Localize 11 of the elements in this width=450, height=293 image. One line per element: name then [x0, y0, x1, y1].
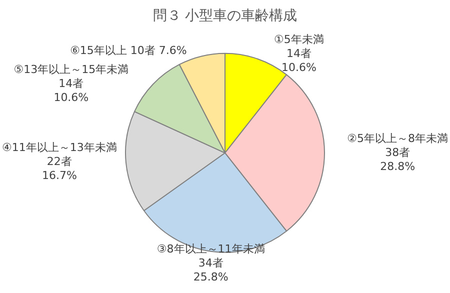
slice-label: ①5年未満: [274, 33, 324, 46]
slice-label: ④11年以上～13年未満: [2, 141, 117, 154]
chart-title: 問３ 小型車の車齢構成: [152, 8, 298, 24]
slice-label: ⑤13年以上～15年未満: [14, 63, 129, 76]
slice-label: ②5年以上～8年未満: [347, 132, 448, 145]
data-label: 14者 10.6%: [282, 47, 316, 74]
data-label: 14者 10.6%: [54, 77, 89, 104]
data-label: 38者 28.8%: [380, 146, 416, 173]
slice-label: ⑥15年以上 10者 7.6%: [70, 44, 187, 58]
data-label: 34者 25.8%: [193, 256, 228, 284]
data-label: 22者 16.7%: [42, 155, 77, 182]
